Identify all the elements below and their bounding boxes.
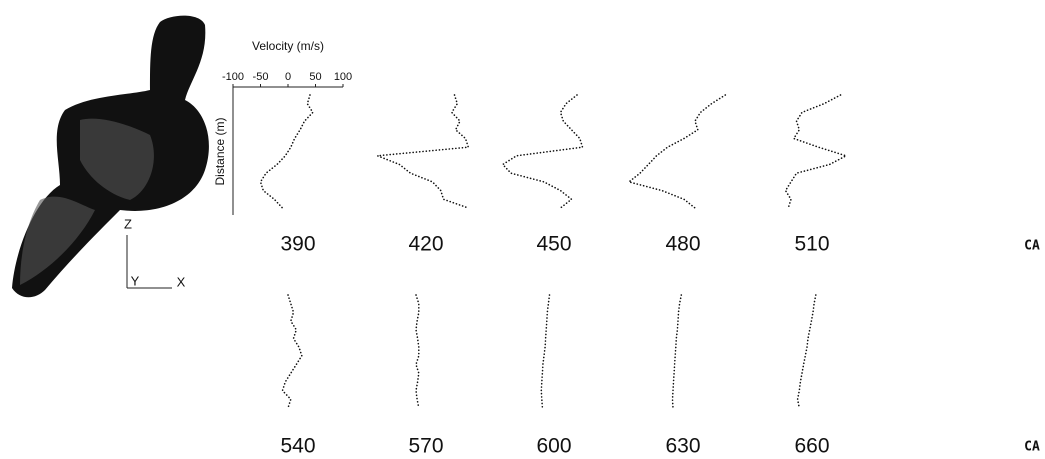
profile-panel: 540 [280,295,315,458]
profile-panel: 450 [503,95,583,256]
row-label: CA [1024,440,1040,455]
row-label: CA [1024,239,1040,254]
velocity-profile [378,95,469,208]
panel-title: 600 [536,435,571,458]
velocity-profile [503,95,583,208]
profile-panel: 660 [794,295,829,458]
y-axis-label: Distance (m) [213,117,227,185]
velocity-profile [283,295,302,408]
axis-x-label: X [177,274,186,289]
x-tick-label: -50 [253,71,269,83]
panel-title: 570 [408,435,443,458]
profile-panel: 390 -100 -50 0 50 100 Velocity (m/s) Distance (… [213,39,352,255]
panel-title: 660 [794,435,829,458]
velocity-profile [261,95,313,208]
panel-title: 390 [280,233,315,256]
velocity-profile [629,95,725,208]
x-tick-label: 0 [285,71,291,83]
profile-panel: 480 [629,95,725,256]
profile-panel: 630 [665,295,700,458]
axis-y-label: Y [131,273,140,288]
velocity-profile [798,295,816,408]
velocity-profile [541,295,549,408]
x-tick-label: 100 [334,71,352,83]
x-axis-label: Velocity (m/s) [252,39,324,53]
profile-panel: 600 [536,295,571,458]
vessel-geometry: Z Y X [12,16,209,298]
panel-title: 510 [794,233,829,256]
velocity-profile [416,295,419,408]
axis-z-label: Z [124,216,132,231]
panel-title: 420 [408,233,443,256]
profile-panel: 510 [786,95,847,256]
x-tick-label: 50 [309,71,321,83]
panel-title: 630 [665,435,700,458]
panel-title: 540 [280,435,315,458]
profile-panel: 570 [408,295,443,458]
figure: Z Y X CA CA 390 -100 -50 0 50 100 Velocity (m/… [0,0,1045,459]
panel-title: 480 [665,233,700,256]
x-tick-label: -100 [222,71,244,83]
velocity-profile [673,295,682,408]
velocity-profile [786,95,847,208]
panel-title: 450 [536,233,571,256]
profile-panel: 420 [378,95,469,256]
